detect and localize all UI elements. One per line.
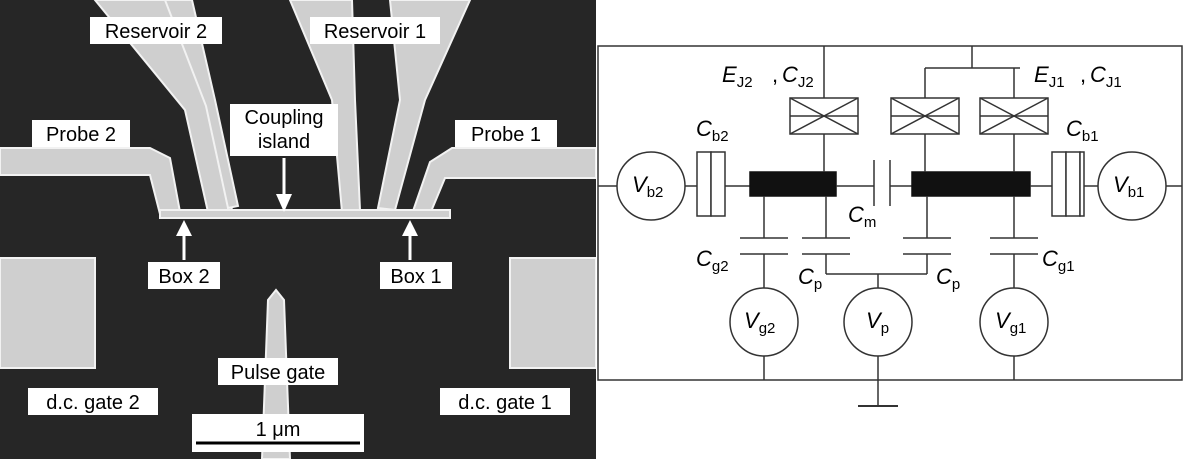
- probe-1-label: Probe 1: [471, 124, 541, 146]
- reservoir-2-lead-inner: [163, 0, 240, 210]
- box-1-arrow: [402, 220, 418, 260]
- dc-gate-2-label-box: d.c. gate 2: [28, 388, 158, 415]
- pulse-gate-label: Pulse gate: [231, 362, 326, 384]
- scale-bar: 1 μm: [192, 414, 364, 452]
- reservoir-2-label: Reservoir 2: [105, 21, 207, 43]
- dc-gate-1-label: d.c. gate 1: [458, 392, 551, 414]
- circuit-diagram: EJ2 , CJ2 EJ1 , CJ1 Cb2 Cb1 Vb2 Vb1 Cm C…: [597, 45, 1183, 407]
- jj2-junction: [789, 97, 859, 135]
- jj1a-junction: [890, 97, 960, 135]
- cb1-capacitor: [1051, 151, 1085, 217]
- vb2-label: Vb2: [632, 172, 663, 201]
- box-2-island: [749, 171, 837, 197]
- ej2-label: EJ2: [722, 62, 753, 91]
- cb1-label: Cb1: [1066, 116, 1099, 145]
- probe-2-label-box: Probe 2: [32, 120, 130, 147]
- probe-2-label: Probe 2: [46, 124, 116, 146]
- box-2-label: Box 2: [158, 266, 209, 288]
- box-2-label-box: Box 2: [148, 262, 220, 289]
- scale-bar-label: 1 μm: [256, 419, 301, 441]
- label-comma-2: ,: [772, 62, 778, 87]
- coupling-island-label-line2: island: [258, 131, 310, 153]
- cb2-label: Cb2: [696, 116, 729, 145]
- cb2-capacitor: [696, 151, 726, 217]
- ej1-label: EJ1: [1034, 62, 1065, 91]
- vg1-label: Vg1: [995, 308, 1026, 337]
- cj2-label: CJ2: [782, 62, 814, 91]
- coupling-island-arrow: [276, 158, 292, 212]
- box-strip: [159, 209, 451, 219]
- dc-gate-2-label: d.c. gate 2: [46, 392, 139, 414]
- probe-1-label-box: Probe 1: [455, 120, 557, 147]
- box-1-island: [911, 171, 1031, 197]
- vp-label: Vp: [866, 308, 889, 337]
- dc-gate-1-label-box: d.c. gate 1: [440, 388, 570, 415]
- reservoir-1-label-box: Reservoir 1: [310, 17, 440, 44]
- label-comma-1: ,: [1080, 62, 1086, 87]
- box-2-arrow: [176, 220, 192, 260]
- vb1-label: Vb1: [1113, 172, 1144, 201]
- dc-gate-1-electrode: [509, 257, 596, 369]
- box-1-label-box: Box 1: [380, 262, 452, 289]
- sem-micrograph: Reservoir 2 Reservoir 1 Probe 2 Probe 1 …: [0, 0, 596, 459]
- dc-gate-2-electrode: [0, 257, 96, 369]
- vg2-label: Vg2: [744, 308, 775, 337]
- reservoir-2-label-box: Reservoir 2: [90, 17, 222, 44]
- cp-right-label: Cp: [936, 264, 960, 293]
- cg1-label: Cg1: [1042, 246, 1075, 275]
- cj1-label: CJ1: [1090, 62, 1122, 91]
- cg2-label: Cg2: [696, 246, 729, 275]
- box-1-label: Box 1: [390, 266, 441, 288]
- reservoir-1-label: Reservoir 1: [324, 21, 426, 43]
- coupling-island-label-line1: Coupling: [245, 107, 324, 129]
- pulse-gate-label-box: Pulse gate: [218, 358, 338, 385]
- circuit-outer-frame: [597, 45, 1183, 381]
- cm-label: Cm: [848, 202, 876, 231]
- jj1b-junction: [979, 97, 1049, 135]
- cp-left-label: Cp: [798, 264, 822, 293]
- coupling-island-label-box: Coupling island: [230, 104, 338, 156]
